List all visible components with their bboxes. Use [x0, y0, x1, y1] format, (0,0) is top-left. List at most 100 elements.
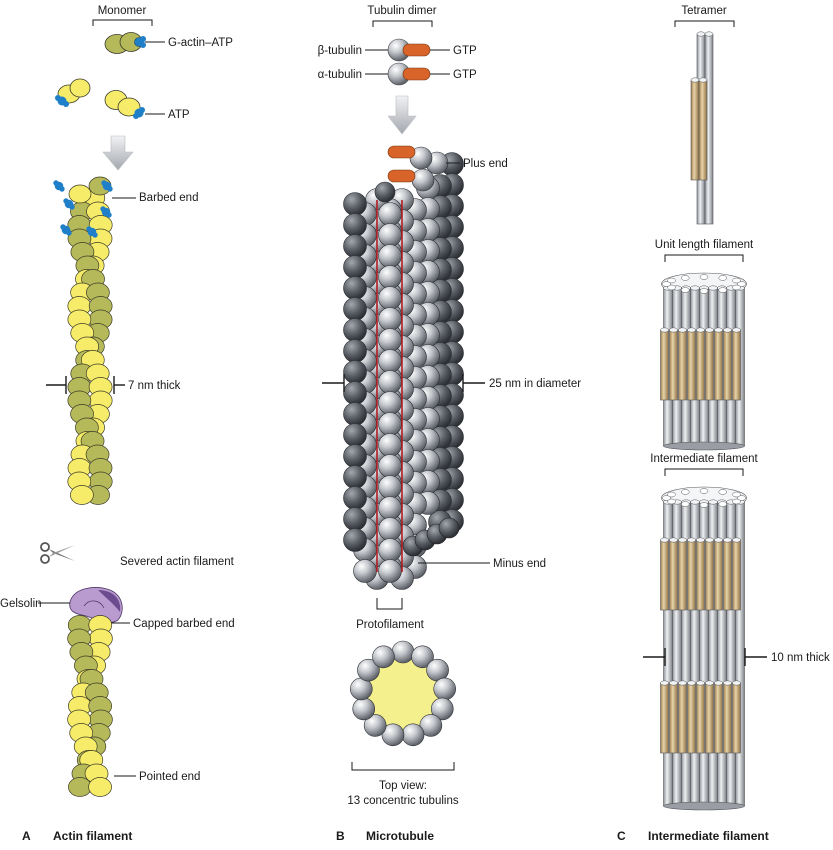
ring-tubulin: [372, 645, 395, 669]
panel-b-title: Microtubule: [366, 829, 434, 843]
microtubule-top-view: [350, 640, 456, 747]
protofilament-subunit: [378, 244, 402, 268]
gtp-icon: [387, 169, 416, 183]
rod-tan: [705, 539, 714, 611]
rod-tan: [705, 329, 714, 401]
tubulin-dimer: [387, 38, 431, 86]
microtubule-diameter-marker: [322, 374, 485, 392]
rod-tan: [660, 682, 669, 754]
intermediate-filament-bracket: [664, 468, 744, 476]
tetramer-bracket: [674, 20, 735, 27]
tubulin-subunit: [343, 360, 367, 384]
ring-tubulin: [391, 640, 415, 664]
microtubule-panel: Tubulin dimer β-tubulin α-tubulin GTP GT…: [318, 5, 582, 807]
protofilament-subunit: [378, 538, 402, 562]
panel-captions: A Actin filament B Microtubule C Interme…: [22, 829, 769, 843]
actin-subunit-olive: [68, 777, 92, 797]
tubulin-subunit: [374, 181, 396, 203]
filament-bottom: [663, 441, 745, 451]
polymerization-arrow: [387, 95, 417, 135]
scissors-icon: [40, 542, 75, 564]
protofilament-subunit: [378, 328, 402, 352]
tubulin-dimer-label: Tubulin dimer: [367, 5, 436, 17]
tubulin-subunit: [343, 234, 367, 258]
tubulin-subunit: [343, 297, 367, 321]
actin-filament: [53, 176, 113, 505]
protofilament-label: Protofilament: [356, 619, 425, 631]
gtp-icon: [402, 67, 431, 81]
rod-tan: [690, 79, 700, 181]
ring-tubulin: [430, 697, 454, 721]
top-view-bracket: [351, 762, 455, 771]
capped-actin-filament: [67, 615, 113, 797]
tubulin-subunit: [411, 168, 435, 192]
intermediate-filament: [660, 486, 747, 811]
tubulin-subunit: [343, 213, 367, 237]
tubulin-subunit: [343, 528, 367, 552]
protofilament-subunit: [378, 202, 402, 226]
gtp-icon: [387, 145, 416, 159]
rod-tan: [723, 539, 732, 611]
rod-tan: [660, 539, 669, 611]
atp-icon: [101, 180, 113, 192]
rod-tan: [698, 79, 708, 181]
actin-thickness-marker: [46, 376, 125, 394]
microtubule-lattice: [343, 145, 464, 590]
rod-tan: [714, 682, 723, 754]
microtubule-lumen: [365, 656, 441, 732]
rod-tan: [705, 682, 714, 754]
ring-tubulin: [352, 697, 376, 721]
actin-subunit-yellow: [88, 777, 112, 797]
ring-tubulin: [363, 714, 387, 737]
filament-bottom: [663, 801, 745, 811]
capped-barbed-end-label: Capped barbed end: [133, 618, 235, 630]
tubulin-subunit: [343, 507, 367, 531]
atp-icon: [133, 107, 145, 119]
rod-tan: [678, 682, 687, 754]
minus-end-label: Minus end: [493, 558, 546, 570]
rod-tan: [669, 682, 678, 754]
tubulin-subunit: [343, 486, 367, 510]
alpha-tubulin-label: α-tubulin: [318, 69, 362, 81]
ring-tubulin: [419, 714, 443, 737]
g-actin-atp-label: G-actin–ATP: [168, 37, 233, 49]
plus-end-label: Plus end: [463, 158, 508, 170]
protofilament-subunit: [378, 286, 402, 310]
actin-subunit-yellow: [70, 485, 94, 505]
tubulin-subunit: [343, 381, 367, 405]
tubulin-subunit: [343, 465, 367, 489]
gtp-alpha-label: GTP: [453, 69, 477, 81]
ring-tubulin: [357, 658, 380, 682]
beta-tubulin-label: β-tubulin: [318, 45, 362, 57]
protofilament-subunit: [378, 412, 402, 436]
monomer-bracket: [92, 19, 153, 26]
panel-c-title: Intermediate filament: [648, 829, 769, 843]
rod-tan: [714, 539, 723, 611]
protofilament-subunit: [378, 475, 402, 499]
atp-icon: [63, 198, 75, 210]
monomer-label: Monomer: [98, 5, 147, 17]
diameter-label: 25 nm in diameter: [489, 378, 581, 390]
gelsolin-label: Gelsolin: [0, 598, 42, 610]
atp-icon: [55, 95, 69, 107]
gtp-beta-label: GTP: [453, 45, 477, 57]
rod-tan: [723, 682, 732, 754]
panel-a-title: Actin filament: [53, 829, 132, 843]
rod-tan: [732, 682, 741, 754]
rod-tan: [669, 539, 678, 611]
protofilament-subunit: [378, 517, 402, 541]
rod-tan: [696, 682, 705, 754]
top-view-sublabel: 13 concentric tubulins: [347, 795, 458, 807]
unit-length-filament: [660, 272, 747, 451]
panel-b-letter: B: [336, 829, 345, 843]
rod-tan: [732, 539, 741, 611]
ring-tubulin: [381, 723, 405, 747]
dimer-bracket: [372, 20, 433, 27]
tetramer: [690, 31, 714, 225]
rod-tan: [732, 329, 741, 401]
unit-length-filament-label: Unit length filament: [655, 239, 754, 251]
tetramer-label: Tetramer: [681, 5, 727, 17]
protofilament-bracket: [376, 598, 403, 610]
rod-tan: [678, 329, 687, 401]
